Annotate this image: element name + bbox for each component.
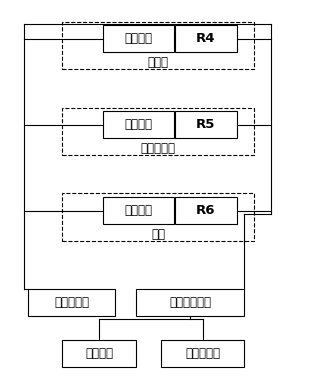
Text: 整车控制器: 整车控制器	[54, 296, 89, 309]
Bar	[136, 289, 245, 316]
Text: 汽车仪表: 汽车仪表	[86, 347, 113, 360]
Text: 互锁开关: 互锁开关	[124, 118, 152, 131]
Bar	[62, 340, 136, 367]
Text: 互锁开关: 互锁开关	[124, 32, 152, 45]
Bar	[175, 26, 237, 52]
Bar	[29, 289, 115, 316]
Bar	[62, 108, 254, 155]
Text: 配电盒: 配电盒	[148, 56, 169, 69]
Bar	[103, 197, 174, 224]
Bar	[62, 22, 254, 69]
Bar	[103, 26, 174, 52]
Bar	[161, 340, 245, 367]
Bar	[175, 111, 237, 138]
Bar	[103, 111, 174, 138]
Text: 高压接触器: 高压接触器	[185, 347, 220, 360]
Text: 电池管理系统: 电池管理系统	[170, 296, 211, 309]
Text: R5: R5	[196, 118, 216, 131]
Text: 电机控制器: 电机控制器	[141, 142, 175, 155]
Bar	[62, 193, 254, 241]
Bar	[175, 197, 237, 224]
Text: R6: R6	[196, 204, 216, 217]
Text: R4: R4	[196, 32, 216, 45]
Text: 互锁开关: 互锁开关	[124, 204, 152, 217]
Text: 电池: 电池	[151, 228, 165, 241]
